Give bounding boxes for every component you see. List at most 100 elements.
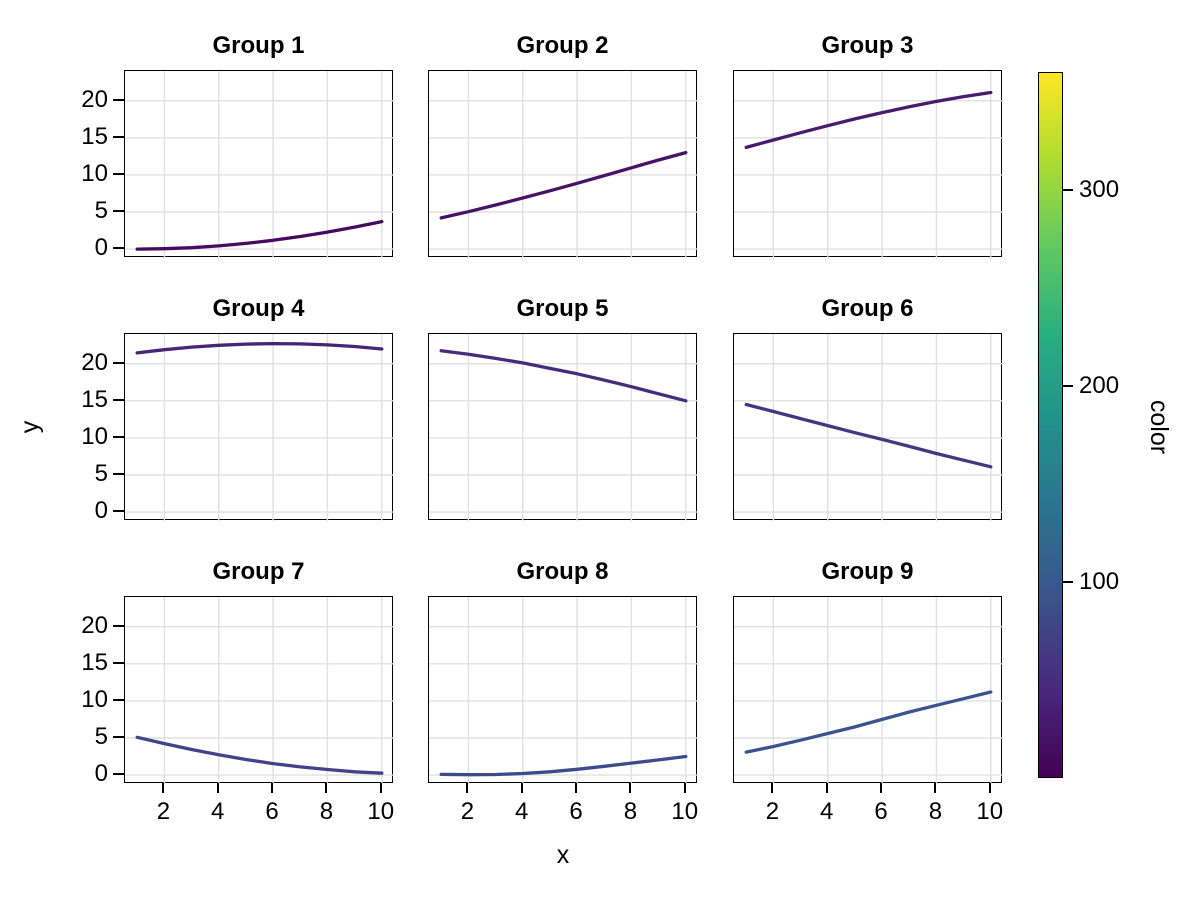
x-tick-mark <box>575 783 578 793</box>
x-tick-mark <box>520 783 523 793</box>
colorbar-tick-mark <box>1063 580 1073 583</box>
x-tick-label: 8 <box>623 798 638 825</box>
y-tick-label: 0 <box>94 760 108 788</box>
y-tick-mark <box>113 361 124 364</box>
facet-plot-area-3 <box>734 71 1003 258</box>
y-tick-mark <box>113 98 124 101</box>
x-tick-mark <box>466 783 469 793</box>
x-tick-mark <box>271 783 274 793</box>
x-tick-label: 10 <box>976 798 1004 825</box>
y-tick-mark <box>113 435 124 438</box>
x-tick-label: 8 <box>928 798 943 825</box>
facet-plot-area-4 <box>125 334 394 521</box>
facet-plot-area-9 <box>734 597 1003 784</box>
facet-plot-area-1 <box>125 71 394 258</box>
y-tick-mark <box>113 472 124 475</box>
colorbar-tick-mark <box>1063 188 1073 191</box>
y-tick-label: 20 <box>81 85 108 113</box>
facet-plot-area-8 <box>429 597 698 784</box>
x-tick-mark <box>162 783 165 793</box>
facet-group-1 <box>124 70 394 258</box>
facet-group-2 <box>428 70 698 258</box>
facet-group-9 <box>733 596 1003 784</box>
y-tick-mark <box>113 172 124 175</box>
y-tick-mark <box>113 510 124 513</box>
x-tick-label: 4 <box>515 798 529 825</box>
y-tick-mark <box>113 398 124 401</box>
y-tick-mark <box>113 661 124 664</box>
y-tick-label: 0 <box>94 497 108 525</box>
x-axis-label: x <box>556 841 570 869</box>
data-line-group-6 <box>744 402 993 469</box>
x-tick-mark <box>379 783 382 793</box>
y-tick-mark <box>113 773 124 776</box>
colorbar <box>1038 72 1063 778</box>
x-tick-mark <box>934 783 937 793</box>
y-tick-label: 10 <box>81 159 108 187</box>
y-tick-label: 15 <box>81 385 108 413</box>
x-tick-mark <box>325 783 328 793</box>
x-tick-mark <box>683 783 686 793</box>
facet-group-7 <box>124 596 394 784</box>
x-tick-label: 4 <box>820 798 834 825</box>
x-tick-mark <box>988 783 991 793</box>
colorbar-tick-label: 100 <box>1079 567 1120 595</box>
x-tick-label: 10 <box>367 798 395 825</box>
y-tick-mark <box>113 735 124 738</box>
x-tick-mark <box>825 783 828 793</box>
x-tick-label: 8 <box>319 798 334 825</box>
facet-title-6: Group 6 <box>821 295 914 322</box>
x-tick-label: 2 <box>765 798 780 825</box>
colorbar-tick-label: 200 <box>1079 371 1120 399</box>
x-tick-label: 4 <box>211 798 225 825</box>
facet-title-9: Group 9 <box>821 558 914 585</box>
data-line-group-3 <box>744 90 993 150</box>
facet-group-8 <box>428 596 698 784</box>
y-tick-label: 0 <box>94 234 108 262</box>
x-tick-mark <box>771 783 774 793</box>
facet-title-8: Group 8 <box>516 558 609 585</box>
y-tick-label: 10 <box>81 422 108 450</box>
facet-group-4 <box>124 333 394 521</box>
facet-plot-area-6 <box>734 334 1003 521</box>
y-tick-label: 20 <box>81 611 108 639</box>
y-axis-label: y <box>16 420 44 433</box>
y-tick-label: 5 <box>94 459 108 487</box>
y-tick-mark <box>113 135 124 138</box>
y-tick-label: 15 <box>81 648 108 676</box>
y-tick-label: 20 <box>81 348 108 376</box>
y-tick-label: 5 <box>94 722 108 750</box>
x-tick-mark <box>629 783 632 793</box>
colorbar-tick-label: 300 <box>1079 175 1120 203</box>
x-tick-label: 6 <box>874 798 888 825</box>
facet-title-4: Group 4 <box>212 295 305 322</box>
colorbar-tick-mark <box>1063 384 1073 387</box>
data-line-group-8 <box>439 754 688 777</box>
y-tick-label: 10 <box>81 685 108 713</box>
x-tick-mark <box>216 783 219 793</box>
y-tick-label: 15 <box>81 122 108 150</box>
y-tick-mark <box>113 624 124 627</box>
facet-title-7: Group 7 <box>212 558 305 585</box>
x-tick-label: 10 <box>671 798 699 825</box>
facet-title-2: Group 2 <box>516 32 609 59</box>
data-line-group-9 <box>744 690 993 754</box>
facet-title-3: Group 3 <box>821 32 914 59</box>
x-tick-mark <box>880 783 883 793</box>
facet-group-3 <box>733 70 1003 258</box>
y-tick-mark <box>113 209 124 212</box>
facet-title-1: Group 1 <box>212 32 305 59</box>
y-tick-mark <box>113 698 124 701</box>
facet-plot-area-2 <box>429 71 698 258</box>
facet-title-5: Group 5 <box>516 295 609 322</box>
data-line-group-7 <box>135 735 384 775</box>
x-tick-label: 2 <box>156 798 171 825</box>
y-tick-label: 5 <box>94 196 108 224</box>
y-tick-mark <box>113 247 124 250</box>
facet-plot-area-7 <box>125 597 394 784</box>
data-line-group-4 <box>135 341 384 355</box>
data-line-group-1 <box>135 219 384 251</box>
colorbar-label: color <box>1145 399 1173 454</box>
x-tick-label: 2 <box>460 798 475 825</box>
